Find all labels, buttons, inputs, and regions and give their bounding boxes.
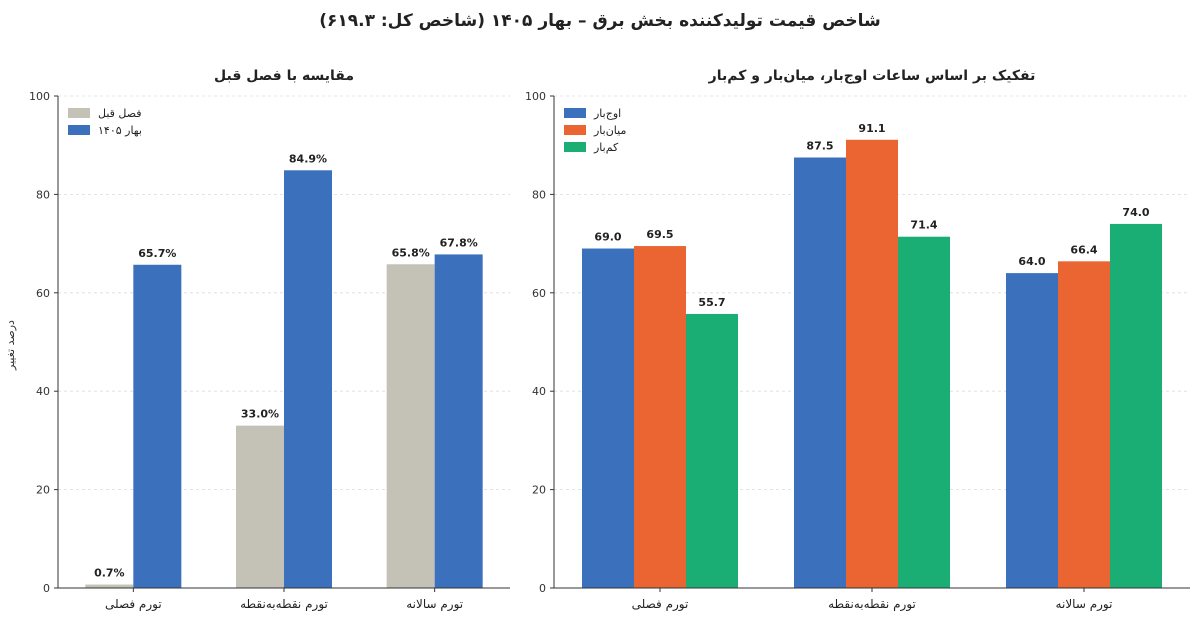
legend-swatch	[564, 108, 586, 118]
bar	[846, 139, 898, 588]
data-label: 65.8%	[392, 246, 430, 259]
data-label: 91.1	[858, 122, 885, 135]
x-tick-label: تورم نقطه‌به‌نقطه	[240, 597, 328, 612]
bar	[1006, 273, 1058, 588]
data-label: 71.4	[910, 219, 937, 232]
y-tick-label: 60	[36, 287, 50, 300]
figure-title: شاخص قیمت تولیدکننده بخش برق – بهار ۱۴۰۵…	[319, 11, 881, 31]
legend-label: میان‌بار	[593, 124, 626, 137]
legend-label: اوج‌بار	[593, 107, 621, 120]
data-label: 65.7%	[138, 247, 176, 260]
legend: اوج‌بار میان‌بار کم‌بار	[564, 107, 626, 154]
bar	[898, 236, 950, 588]
bar	[85, 584, 134, 588]
bar	[236, 425, 284, 588]
y-tick-label: 40	[532, 385, 546, 398]
y-tick-label: 60	[532, 287, 546, 300]
y-axis-label: درصد تغییر	[4, 320, 17, 371]
x-tick-label: تورم سالانه	[406, 597, 463, 612]
chart-panel-1: مقایسه با فصل قبل 0 20 40 60 80 100 0.7% 65.7% تو…	[29, 68, 510, 612]
bar	[794, 157, 846, 588]
data-label: 87.5	[806, 140, 833, 153]
bar	[686, 313, 738, 588]
x-tick-label: تورم فصلی	[632, 597, 689, 612]
legend-label: کم‌بار	[593, 141, 619, 154]
x-tick-label: تورم نقطه‌به‌نقطه	[828, 597, 916, 612]
legend-swatch	[564, 125, 586, 135]
y-tick-label: 80	[532, 188, 546, 201]
bar	[133, 264, 182, 588]
data-label: 0.7%	[94, 567, 125, 580]
data-label: 33.0%	[241, 408, 279, 421]
bar	[1058, 261, 1110, 588]
y-tick-label: 0	[539, 582, 546, 595]
data-label: 84.9%	[289, 152, 327, 165]
y-tick-label: 20	[532, 484, 546, 497]
data-label: 69.5	[646, 228, 673, 241]
data-label: 69.0	[594, 231, 621, 244]
legend-swatch	[68, 108, 90, 118]
legend-label: بهار ۱۴۰۵	[98, 124, 142, 137]
y-tick-label: 0	[43, 582, 50, 595]
y-tick-label: 80	[36, 188, 50, 201]
x-tick-label: تورم فصلی	[105, 597, 162, 612]
data-label: 66.4	[1070, 243, 1097, 256]
panel-title: مقایسه با فصل قبل	[214, 68, 354, 84]
y-tick-label: 40	[36, 385, 50, 398]
data-label: 74.0	[1122, 206, 1149, 219]
y-tick-label: 100	[29, 90, 50, 103]
y-tick-label: 20	[36, 484, 50, 497]
bar	[284, 170, 332, 589]
panel-title: تفکیک بر اساس ساعات اوج‌بار، میان‌بار و …	[708, 68, 1036, 84]
legend-swatch	[564, 142, 586, 152]
bar	[386, 264, 435, 588]
bar	[582, 248, 634, 588]
y-tick-label: 100	[525, 90, 546, 103]
chart-panel-2: تفکیک بر اساس ساعات اوج‌بار، میان‌بار و …	[525, 68, 1190, 612]
legend-label: فصل قبل	[98, 107, 142, 120]
legend: فصل قبل بهار ۱۴۰۵	[68, 107, 142, 137]
x-tick-label: تورم سالانه	[1056, 597, 1113, 612]
bar	[634, 246, 686, 588]
legend-swatch	[68, 125, 90, 135]
bar	[1110, 223, 1162, 589]
chart-panels: مقایسه با فصل قبل 0 20 40 60 80 100 0.7% 65.7% تو…	[29, 68, 1190, 612]
data-label: 67.8%	[440, 236, 478, 249]
bar	[434, 254, 483, 588]
data-label: 55.7	[698, 296, 725, 309]
data-label: 64.0	[1018, 255, 1045, 268]
